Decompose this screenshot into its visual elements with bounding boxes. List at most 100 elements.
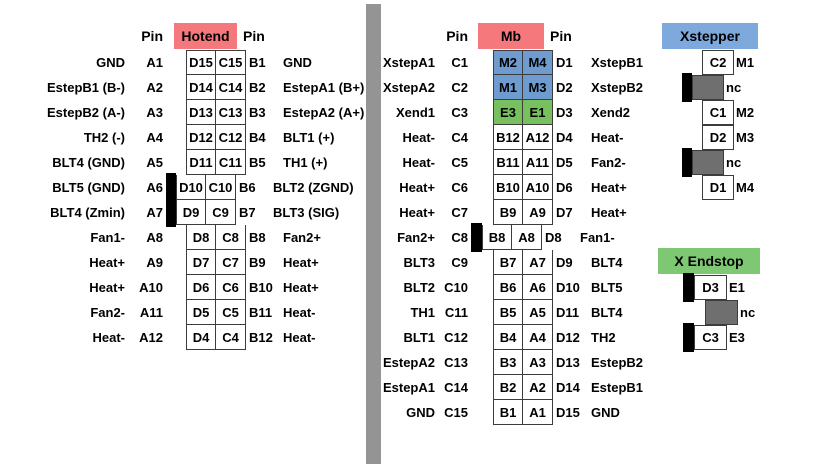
signal-label-right: EstepB1	[591, 380, 644, 395]
pin-cell-right: A7	[523, 250, 553, 275]
column-gap	[163, 225, 176, 250]
pin-cell-left: B9	[493, 200, 523, 225]
signal-label-left: XstepA2	[382, 80, 435, 95]
connector-key-marker	[176, 325, 186, 350]
connector-key-marker	[482, 50, 493, 75]
column-gap	[468, 375, 482, 400]
pin-cell-c: C5	[216, 300, 246, 325]
mainboard-header: Pin Mb Pin	[378, 23, 643, 49]
connector-key-marker	[176, 100, 186, 125]
signal-label-left: BLT1	[403, 330, 435, 345]
pin-c-label: C5	[451, 155, 468, 170]
pin-cell-c: C6	[216, 275, 246, 300]
pin-cell-c: C7	[216, 250, 246, 275]
pin-c-label: C10	[444, 280, 468, 295]
pin-cell-left: M2	[493, 50, 523, 75]
pin-b-label: B10	[249, 280, 273, 295]
pin-a-label: A1	[146, 55, 163, 70]
xstepper-table: Xstepper C2 M1 nc C1 M2 D2	[662, 23, 758, 200]
pin-d-label: D11	[556, 305, 580, 320]
pin-cell-right: A8	[512, 225, 542, 250]
section-divider	[366, 4, 381, 464]
x-endstop-row: D3 E1	[658, 273, 760, 302]
connector-key-marker	[683, 323, 694, 352]
pin-cell-right: A1	[523, 400, 553, 425]
mainboard-row: Xend1 C3 E3 E1 D3 Xend2	[378, 100, 643, 125]
signal-label-left: Heat-	[92, 330, 125, 345]
signal-label-right: Heat-	[283, 330, 316, 345]
connector-key-marker	[682, 148, 692, 177]
connector-key-marker	[482, 150, 493, 175]
pin-b-label: B6	[239, 180, 256, 195]
pin-c-label: C8	[451, 230, 468, 245]
xstepper-row: nc	[662, 148, 758, 177]
pin-label: M1	[736, 55, 755, 70]
column-gap	[468, 200, 482, 225]
pin-cell-right: A2	[523, 375, 553, 400]
signal-label-left: TH2 (-)	[83, 130, 125, 145]
signal-label-left: BLT3	[403, 255, 435, 270]
pin-d-label: D12	[556, 330, 580, 345]
signal-label-right: Heat+	[591, 180, 627, 195]
pin-cell-d: D9	[176, 200, 206, 225]
pin-cell-c: C13	[216, 100, 246, 125]
mb-title: Mb	[478, 23, 544, 49]
hotend-row: Fan1- A8 D8 C8 B8 Fan2+	[0, 225, 364, 250]
hotend-rows: GND A1 D15 C15 B1 GND EstepB1 (B-) A2 D1…	[0, 50, 364, 350]
pin-cell: D1	[702, 175, 734, 200]
pin-b-label: B8	[249, 230, 266, 245]
connector-key-marker	[176, 250, 186, 275]
hotend-table: Pin Hotend Pin GND A1 D15 C15 B1 GND Est…	[0, 23, 364, 350]
column-gap	[468, 100, 482, 125]
pin-cell-left: B1	[493, 400, 523, 425]
pin-cell-d: D11	[186, 150, 216, 175]
mainboard-row: BLT3 C9 B7 A7 D9 BLT4	[378, 250, 643, 275]
pin-d-label: D1	[556, 55, 573, 70]
pin-a-label: A7	[146, 205, 163, 220]
x-endstop-table: X Endstop D3 E1 nc C3 E3	[658, 248, 760, 352]
pin-c-label: C15	[444, 405, 468, 420]
column-gap	[163, 100, 176, 125]
xstepper-row: D1 M4	[662, 175, 758, 200]
pin-cell-right: A3	[523, 350, 553, 375]
connector-key-marker	[692, 50, 702, 75]
column-gap	[163, 275, 176, 300]
signal-label-right: BLT3 (SIG)	[273, 205, 340, 220]
column-gap	[468, 75, 482, 100]
pin-b-label: B5	[249, 155, 266, 170]
signal-label-right: BLT4	[591, 255, 623, 270]
pin-c-label: C14	[444, 380, 468, 395]
pin-a-label: A4	[146, 130, 163, 145]
signal-label-left: BLT4 (Zmin)	[50, 205, 125, 220]
signal-label-right: Heat+	[591, 205, 627, 220]
mainboard-row: TH1 C11 B5 A5 D11 BLT4	[378, 300, 643, 325]
column-gap	[163, 75, 176, 100]
hotend-row: BLT4 (GND) A5 D11 C11 B5 TH1 (+)	[0, 150, 364, 175]
pin-cell	[692, 150, 724, 175]
pin-a-label: A3	[146, 105, 163, 120]
signal-label-right: Xend2	[591, 105, 631, 120]
hotend-row: EstepB1 (B-) A2 D14 C14 B2 EstepA1 (B+)	[0, 75, 364, 100]
pin-cell-left: B4	[493, 325, 523, 350]
pin-cell: C1	[702, 100, 734, 125]
signal-label-left: Heat+	[89, 255, 125, 270]
hotend-row: TH2 (-) A4 D12 C12 B4 BLT1 (+)	[0, 125, 364, 150]
pin-cell-left: M1	[493, 75, 523, 100]
mainboard-row: Heat- C4 B12 A12 D4 Heat-	[378, 125, 643, 150]
signal-label-left: EstepA2	[382, 355, 435, 370]
signal-label-right: Heat+	[283, 280, 319, 295]
pin-d-label: D5	[556, 155, 573, 170]
pin-cell: C3	[694, 325, 727, 350]
signal-label-left: Heat+	[399, 180, 435, 195]
connector-key-marker	[176, 300, 186, 325]
hotend-row: BLT5 (GND) A6 D10 C10 B6 BLT2 (ZGND)	[0, 173, 364, 202]
signal-label-right: XstepB1	[591, 55, 644, 70]
pin-c-label: C3	[451, 105, 468, 120]
xstepper-row: nc	[662, 73, 758, 102]
pin-cell-right: A12	[523, 125, 553, 150]
pin-b-label: B2	[249, 80, 266, 95]
pin-cell-left: B11	[493, 150, 523, 175]
pin-cell-c: C4	[216, 325, 246, 350]
mainboard-row: Heat- C5 B11 A11 D5 Fan2-	[378, 150, 643, 175]
connector-key-marker	[482, 350, 493, 375]
